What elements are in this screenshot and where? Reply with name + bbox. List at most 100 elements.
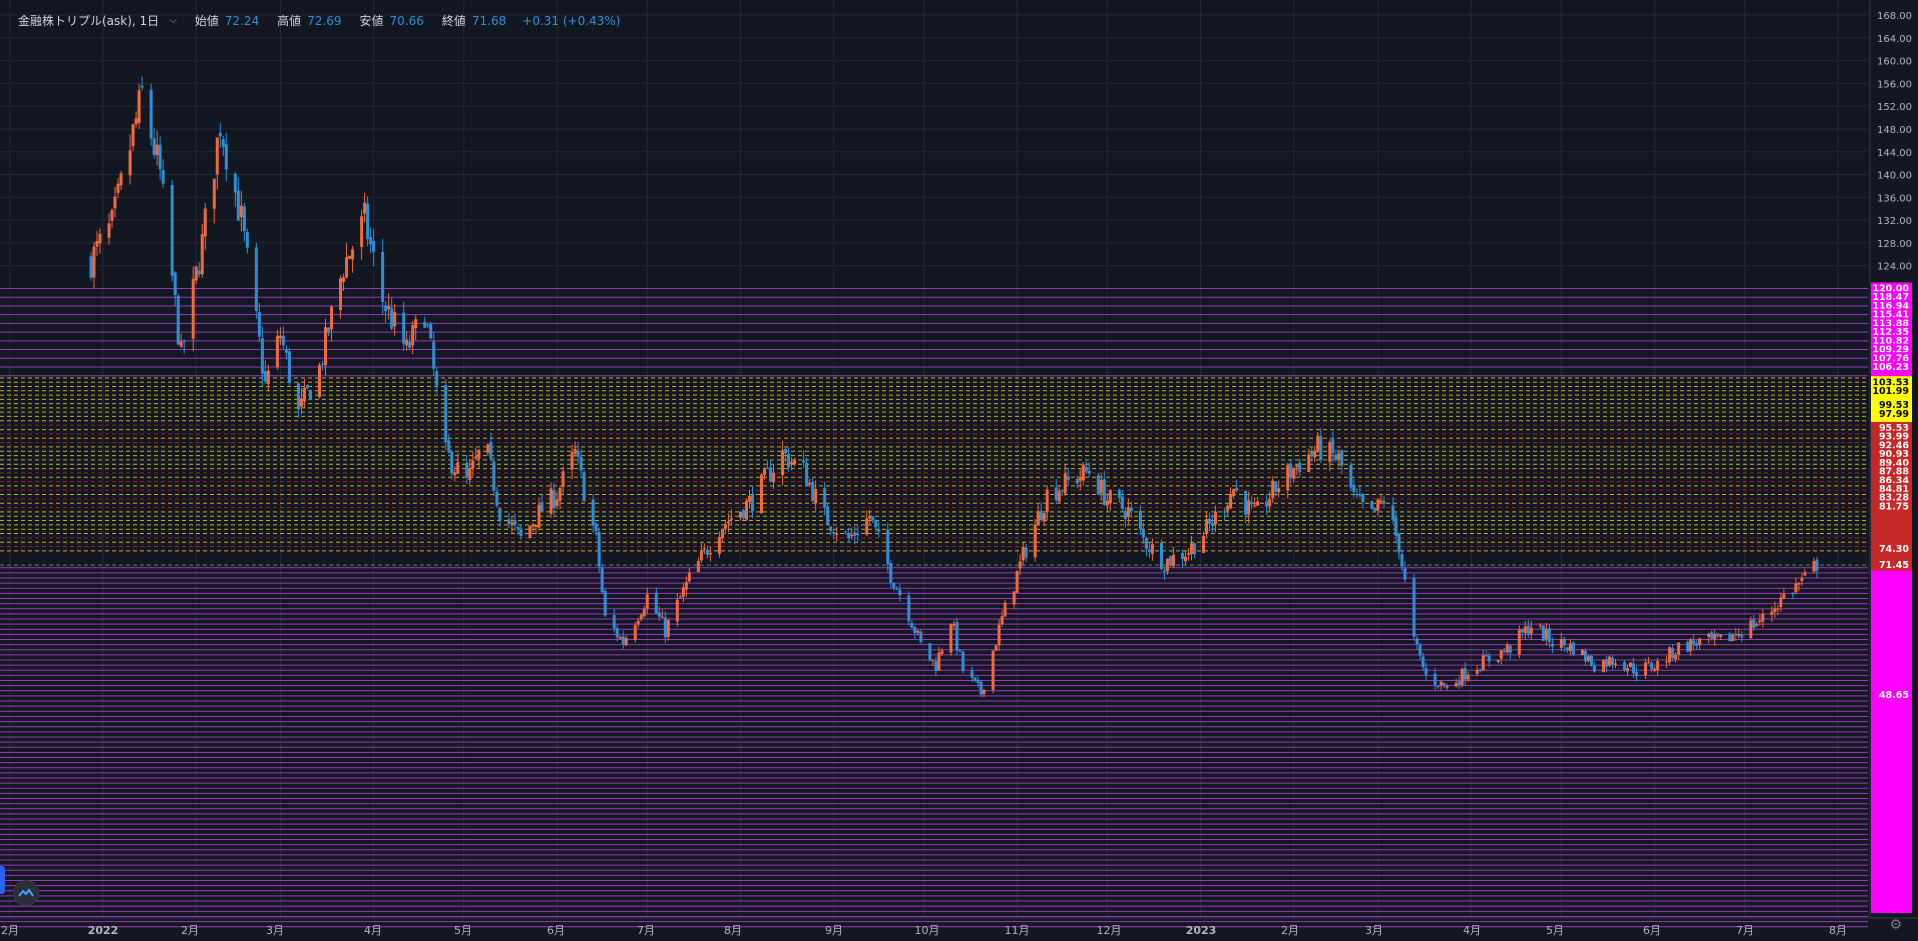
level-label-bg <box>1871 385 1912 397</box>
candle-body <box>1379 500 1383 503</box>
candle-body <box>113 196 117 209</box>
candle-body <box>769 467 773 482</box>
gear-icon[interactable]: ⚙ <box>1889 917 1902 933</box>
candle-body <box>1286 465 1290 491</box>
candle-body <box>645 594 649 609</box>
level-label-bg <box>1871 399 1912 411</box>
candle-body <box>597 531 601 567</box>
candle-body <box>1695 643 1699 647</box>
candle-body <box>1397 533 1401 553</box>
candle-body <box>1232 488 1236 497</box>
candle-body <box>1271 480 1275 499</box>
candle-body <box>1776 608 1780 610</box>
candle-body <box>324 327 328 366</box>
candle-body <box>444 385 448 442</box>
candle-body <box>516 526 520 529</box>
level-label: 95.53 <box>1879 423 1909 434</box>
level-label: 99.53 <box>1879 400 1909 411</box>
change-value: +0.31 (+0.43%) <box>522 13 621 28</box>
candle-body <box>423 322 427 328</box>
candle-body <box>591 499 595 526</box>
candle-body <box>1740 635 1744 638</box>
candle-body <box>907 595 911 622</box>
candle-body <box>1205 519 1209 534</box>
level-label-bg <box>1871 491 1912 503</box>
candle-body <box>790 462 794 465</box>
candle-body <box>705 549 709 555</box>
candle-body <box>1373 508 1377 511</box>
candle-body <box>555 499 559 506</box>
candle-body <box>582 471 586 502</box>
candle-body <box>937 652 941 671</box>
candle-body <box>317 365 321 397</box>
candle-body <box>453 472 457 476</box>
candle-body <box>1349 465 1353 488</box>
price-tick-label: 136.00 <box>1877 193 1912 204</box>
candle-body <box>537 504 541 528</box>
candle-body <box>1454 682 1458 687</box>
level-label-bg <box>1871 465 1912 477</box>
level-labels: 120.00118.47116.94115.41113.88112.35110.… <box>1871 282 1912 913</box>
logo-icon[interactable] <box>13 880 39 906</box>
candle-body <box>1102 479 1106 505</box>
candle-body <box>973 677 977 681</box>
sidebar-toggle[interactable] <box>0 866 5 894</box>
candle-body <box>886 529 890 565</box>
candle-body <box>1623 662 1627 671</box>
candle-body <box>1183 556 1187 562</box>
level-label: 120.00 <box>1872 284 1909 295</box>
candle-body <box>330 306 334 330</box>
candle-body <box>260 338 264 374</box>
level-label-bg <box>1871 291 1912 303</box>
time-tick-label: 3月 <box>266 924 284 937</box>
level-label: 116.94 <box>1872 301 1909 312</box>
candle-body <box>1815 559 1819 571</box>
candle-body <box>1328 442 1332 462</box>
time-tick-label: 6月 <box>1643 924 1661 937</box>
candle-body <box>1003 602 1007 617</box>
candle-body <box>1063 473 1067 494</box>
candle-body <box>760 474 764 514</box>
candle-body <box>781 450 785 475</box>
level-label-bg <box>1871 326 1912 338</box>
candle-body <box>1752 619 1756 628</box>
level-label: 118.47 <box>1872 292 1909 303</box>
candle-body <box>1749 620 1753 639</box>
chevron-down-icon[interactable]: ⌵ <box>169 15 177 26</box>
candle-body <box>1529 627 1533 634</box>
candle-body <box>492 461 496 491</box>
candle-body <box>1571 642 1575 655</box>
grid <box>0 0 1868 918</box>
candle-body <box>624 637 628 646</box>
symbol-title[interactable]: 金融株トリプル(ask), 1日 <box>18 14 160 28</box>
candle-body <box>934 661 938 671</box>
candle-body <box>465 462 469 478</box>
candle-body <box>402 312 406 344</box>
candle-body <box>1433 673 1437 686</box>
candle-body <box>1310 451 1314 455</box>
candle-body <box>1547 628 1551 643</box>
candle-body <box>1126 506 1130 517</box>
candle-body <box>152 138 156 155</box>
candle-body <box>1352 484 1356 493</box>
candle-body <box>684 582 688 590</box>
level-label-bg <box>1871 483 1912 495</box>
candle-body <box>203 208 207 237</box>
candle-body <box>787 454 791 468</box>
candle-body <box>1797 582 1801 585</box>
time-tick-label: 4月 <box>1463 924 1481 937</box>
level-label: 107.76 <box>1872 353 1909 364</box>
candle-body <box>1316 435 1320 451</box>
candle-body <box>1159 542 1163 570</box>
candle-body <box>1656 661 1660 670</box>
level-label-bg <box>1871 559 1912 571</box>
level-label-bg <box>1871 299 1912 311</box>
time-tick-label: 2023 <box>1186 924 1217 937</box>
candle-body <box>1424 667 1428 675</box>
candle-body <box>456 462 460 474</box>
candle-body <box>1629 662 1633 668</box>
candle-body <box>850 534 854 537</box>
candle-body <box>1604 659 1608 667</box>
candle-body <box>1460 668 1464 686</box>
